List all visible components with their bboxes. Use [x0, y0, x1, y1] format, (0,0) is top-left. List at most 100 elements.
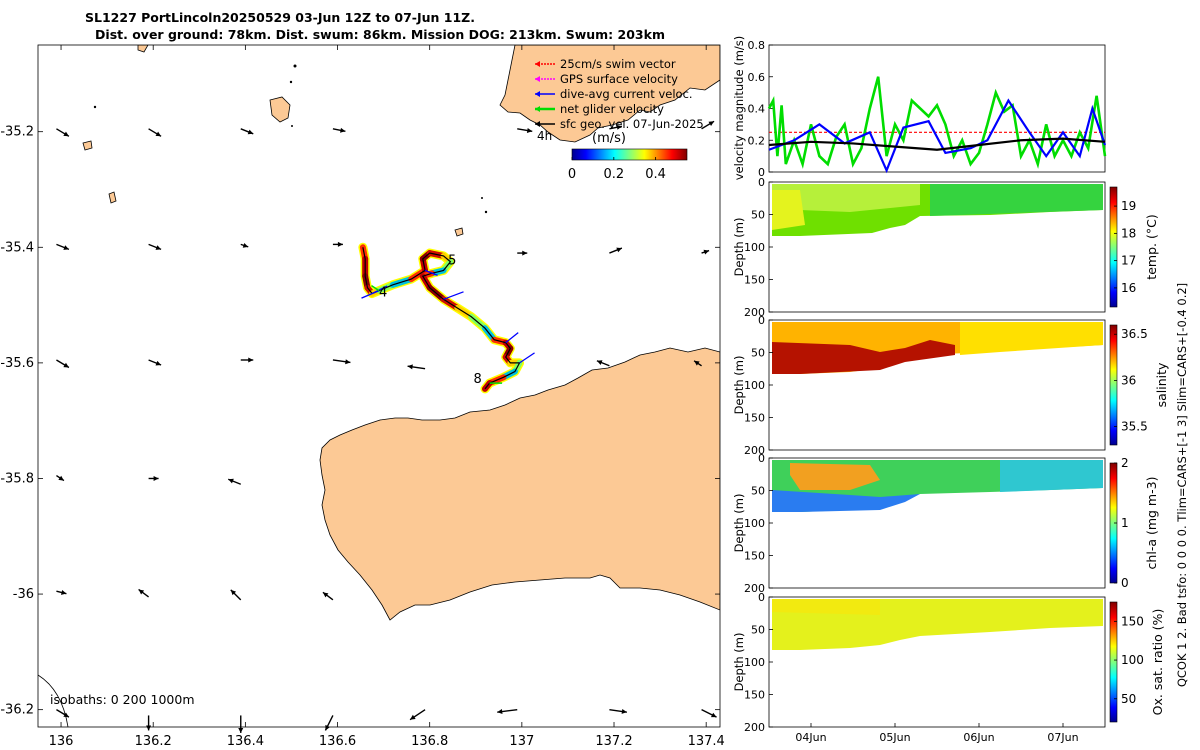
qc-side-note: QCOK 1 2. Bad tsfo: 0 0 0 0. Tlim=CARS+[… — [1175, 283, 1189, 687]
map-xtick-label: 136.2 — [135, 734, 172, 749]
depth-ytick-label: 100 — [744, 241, 765, 254]
depth-ytick-label: 50 — [751, 347, 765, 360]
salinity-panel: 0 50 100 150 200 35.5 36 36.5 Depth (m) salinit… — [732, 314, 1169, 457]
map-ticks: 136 136.2 136.4 136.6 136.8 137 137.2 137.4 -35.… — [0, 45, 725, 749]
isobaths-label: isobaths: 0 200 1000m — [50, 692, 195, 707]
sfc-vector-arrow — [517, 128, 533, 133]
day-label: 8 — [473, 372, 481, 387]
map-ytick-label: -36 — [13, 587, 34, 602]
net-glider-velocity-arrow — [371, 285, 380, 292]
sfc-vector-arrow — [56, 709, 70, 718]
sfc-vector-arrow — [324, 715, 334, 731]
sfc-vector-arrow — [148, 475, 159, 481]
map-xtick-label: 136.8 — [411, 734, 448, 749]
depth-ytick-label: 50 — [751, 624, 765, 637]
chl-section-hot — [790, 463, 880, 490]
figure-title-line2: Dist. over ground: 78km. Dist. swum: 86k… — [95, 27, 665, 42]
colorbar-tick-label: 0.2 — [603, 167, 624, 182]
dive-avg-current-arrow — [519, 352, 535, 364]
colorbar-tick-label: 19 — [1121, 199, 1136, 213]
isle-dot — [93, 105, 97, 109]
sfc-vector-arrow — [238, 715, 244, 733]
sfc-vector-arrow — [609, 124, 623, 130]
dive-avg-current-arrow — [443, 291, 464, 300]
map-ytick-label: -36.2 — [0, 703, 34, 718]
vel-ytick-label: 0.2 — [748, 134, 766, 147]
chl-section-bottom — [772, 490, 920, 512]
depth-ytick-label: 0 — [758, 452, 765, 465]
colorbar-tick-label: 2 — [1121, 456, 1129, 470]
chla-panel: 0 50 100 150 200 0 1 2 Depth (m) chl-a (mg m-3) — [732, 452, 1159, 595]
legend-label: net glider velocity — [560, 102, 664, 116]
colorbar-tick-label: 50 — [1121, 692, 1136, 706]
colorbar-tick-label: 35.5 — [1121, 420, 1148, 434]
day-label: 5 — [448, 254, 456, 269]
legend-item: dive-avg current veloc. — [535, 87, 693, 101]
depth-ytick-label: 200 — [744, 721, 765, 734]
temp-section-right — [930, 184, 1103, 216]
legend-item: 25cm/s swim vector — [535, 57, 676, 71]
figure-title-line1: SL1227 PortLincoln20250529 03-Jun 12Z to… — [85, 10, 475, 25]
legend-item: GPS surface velocity — [535, 72, 678, 86]
sfc-vector-arrow — [693, 360, 702, 367]
legend-item: net glider velocity — [535, 102, 664, 116]
temp-section-left — [772, 190, 805, 230]
colorbar-tick-label: 16 — [1121, 281, 1136, 295]
sfc-vector-arrow — [56, 359, 70, 369]
sal-ylabel: Depth (m) — [732, 356, 746, 415]
velocity-panel: 0 0.2 0.4 0.6 0.8 velocity magnitude (m/s) — [732, 36, 1107, 180]
vel-series-line — [768, 98, 1107, 174]
sfc-vector-arrow — [609, 247, 623, 254]
glider-track — [358, 242, 535, 394]
day-label: 4 — [379, 285, 387, 300]
depth-ytick-label: 100 — [744, 517, 765, 530]
isle-dot — [289, 80, 293, 84]
map-xtick-label: 137.4 — [688, 734, 725, 749]
sfc-vector-arrow — [56, 475, 65, 482]
depth-ytick-label: 100 — [744, 379, 765, 392]
sfc-vector-arrow — [332, 127, 346, 133]
sfc-vector-arrow — [56, 243, 70, 251]
vel-ytick-label: 0.4 — [748, 103, 766, 116]
depth-ytick-label: 50 — [751, 485, 765, 498]
legend-label: 25cm/s swim vector — [560, 57, 676, 71]
colorbar-tick-label: 100 — [1121, 653, 1144, 667]
isle-dot — [481, 197, 483, 199]
sfc-vector-arrow — [407, 364, 426, 370]
colorbar-tick-label: 1 — [1121, 516, 1129, 530]
depth-ytick-label: 150 — [744, 550, 765, 563]
time-xtick-label: 07Jun — [1047, 731, 1078, 744]
colorbar-tick-label: 36 — [1121, 373, 1136, 387]
dive-avg-current-arrow — [361, 290, 380, 299]
right-panels: 0 0.2 0.4 0.6 0.8 velocity magnitude (m/s) 0… — [732, 36, 1189, 744]
vel-ytick-label: 0.6 — [748, 71, 766, 84]
land-kangaroo-island — [319, 347, 720, 621]
sfc-vector-arrow — [240, 128, 254, 135]
vel-series-line — [767, 76, 1107, 169]
dive-avg-current-arrow — [505, 332, 519, 344]
depth-ytick-label: 100 — [744, 656, 765, 669]
map-ytick-label: -35.8 — [0, 471, 34, 486]
map-ytick-label: -35.6 — [0, 356, 34, 371]
depth-ytick-label: 150 — [744, 274, 765, 287]
sfc-vector-arrow — [227, 478, 242, 485]
surface-geostrophic-vectors — [56, 120, 717, 733]
time-xtick-label: 06Jun — [963, 731, 994, 744]
map-ytick-label: -35.4 — [0, 240, 34, 255]
island-1 — [269, 96, 291, 123]
map-colorbar — [571, 148, 688, 161]
colorbar-tick-label: 0.4 — [645, 167, 666, 182]
sfc-vector-arrow — [332, 241, 343, 247]
colorbar-tick-label: 0 — [1121, 576, 1129, 590]
isle-dot — [484, 210, 488, 214]
sfc-vector-arrow — [701, 249, 710, 255]
section-colorbar — [1109, 324, 1118, 446]
depth-ytick-label: 0 — [758, 314, 765, 327]
sfc-vector-arrow — [240, 357, 254, 363]
legend-label: sfc geo. vel. 07-Jun-2025 — [560, 117, 704, 131]
sfc-vector-arrow — [148, 359, 162, 366]
colorbar-interval-label: 4h — [537, 129, 552, 143]
colorbar-tick-label: 17 — [1121, 254, 1136, 268]
sal-section-right — [960, 322, 1103, 355]
